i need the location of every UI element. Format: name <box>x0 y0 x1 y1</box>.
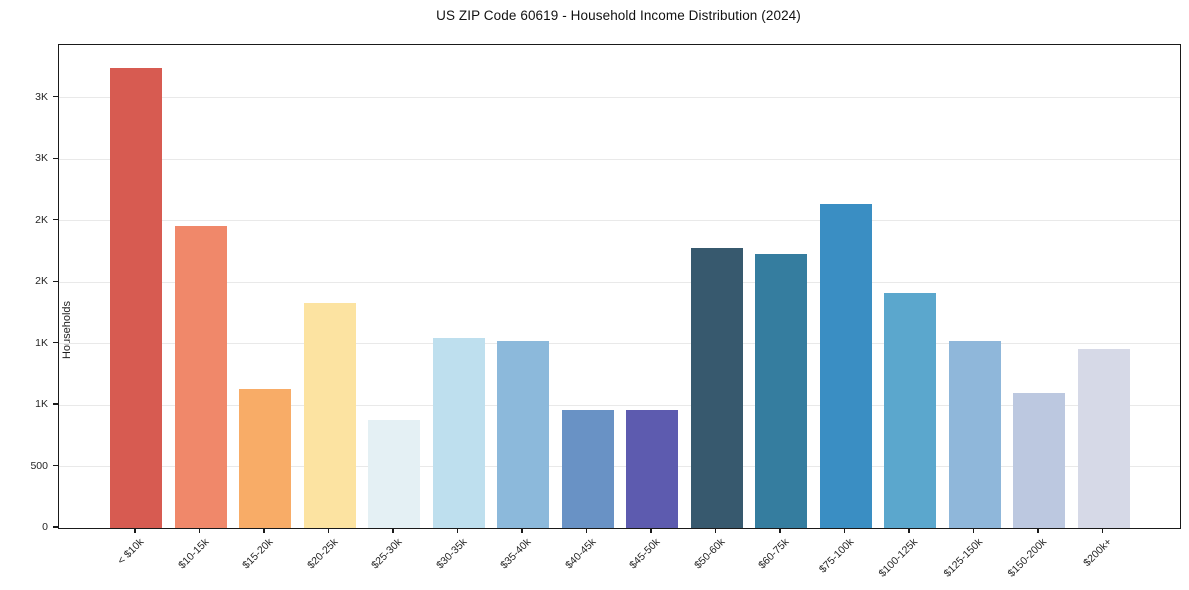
bar <box>626 410 678 528</box>
gridline <box>59 404 1180 406</box>
x-tick-label: $25-30k <box>369 536 405 572</box>
x-tick-label: $150-200k <box>1005 536 1050 580</box>
bar <box>755 253 807 528</box>
x-tick-label: $40-45k <box>562 536 598 572</box>
bar <box>432 337 485 528</box>
x-tick-mark <box>134 528 136 534</box>
bar <box>497 341 549 528</box>
plot-area: Households <box>58 44 1181 529</box>
y-tick-mark <box>53 464 58 467</box>
bar <box>174 225 227 528</box>
y-tick-label: 0 <box>42 521 48 533</box>
x-tick-mark <box>972 528 975 534</box>
x-tick-mark <box>1101 528 1104 534</box>
x-tick-mark <box>327 528 330 534</box>
y-tick-mark <box>53 342 58 344</box>
x-tick-mark <box>650 528 652 534</box>
x-tick-mark <box>521 528 523 534</box>
bar <box>239 389 291 528</box>
x-tick-label: $100-125k <box>876 536 921 580</box>
y-tick-label: 3K <box>35 152 48 165</box>
x-tick-mark <box>908 528 910 534</box>
y-tick-label: 500 <box>30 459 48 472</box>
x-tick-label: $50-60k <box>691 536 727 572</box>
y-tick-label: 3K <box>35 90 48 103</box>
x-tick-label: < $10k <box>115 536 147 567</box>
x-tick-label: $35-40k <box>498 536 534 572</box>
bar <box>110 68 162 528</box>
y-tick-mark <box>53 526 58 528</box>
x-tick-label: $60-75k <box>756 536 792 572</box>
x-tick-label: $15-20k <box>240 536 276 572</box>
bar <box>819 203 872 528</box>
gridline <box>59 158 1180 160</box>
x-tick-mark <box>843 528 846 534</box>
y-tick-mark <box>53 280 58 282</box>
y-tick-mark <box>53 96 58 98</box>
y-tick-label: 1K <box>35 336 48 349</box>
x-tick-mark <box>263 528 265 534</box>
y-tick-mark <box>53 219 58 221</box>
y-tick-mark <box>53 157 58 159</box>
y-tick-mark <box>53 403 58 405</box>
y-tick-label: 1K <box>35 398 48 411</box>
x-tick-mark <box>585 528 588 534</box>
y-tick-label: 2K <box>35 213 48 226</box>
bar <box>368 419 420 528</box>
x-tick-label: $125-150k <box>941 536 985 580</box>
bar <box>303 303 356 528</box>
x-tick-mark <box>392 528 394 534</box>
bar <box>1077 348 1130 528</box>
gridline <box>59 220 1180 222</box>
bar <box>1013 392 1065 528</box>
gridline <box>59 466 1180 468</box>
bar <box>948 341 1001 528</box>
x-tick-mark <box>779 528 781 534</box>
x-tick-label: $45-50k <box>627 536 663 572</box>
gridline <box>59 343 1180 345</box>
x-tick-mark <box>714 528 717 534</box>
y-tick-label: 2K <box>35 275 48 288</box>
x-tick-label: $75-100k <box>816 536 856 576</box>
y-axis-label: Households <box>61 300 73 360</box>
x-tick-mark <box>198 528 201 534</box>
bar <box>561 410 614 528</box>
x-tick-label: $10-15k <box>175 536 211 572</box>
x-tick-mark <box>1037 528 1039 534</box>
gridline <box>59 97 1180 99</box>
x-tick-label: $200k+ <box>1080 536 1114 570</box>
bar <box>690 247 743 528</box>
chart-title: US ZIP Code 60619 - Household Income Dis… <box>436 8 801 23</box>
x-tick-label: $30-35k <box>433 536 469 572</box>
x-tick-label: $20-25k <box>304 536 340 572</box>
bar <box>884 293 936 528</box>
gridline <box>59 281 1180 283</box>
x-tick-mark <box>456 528 459 534</box>
